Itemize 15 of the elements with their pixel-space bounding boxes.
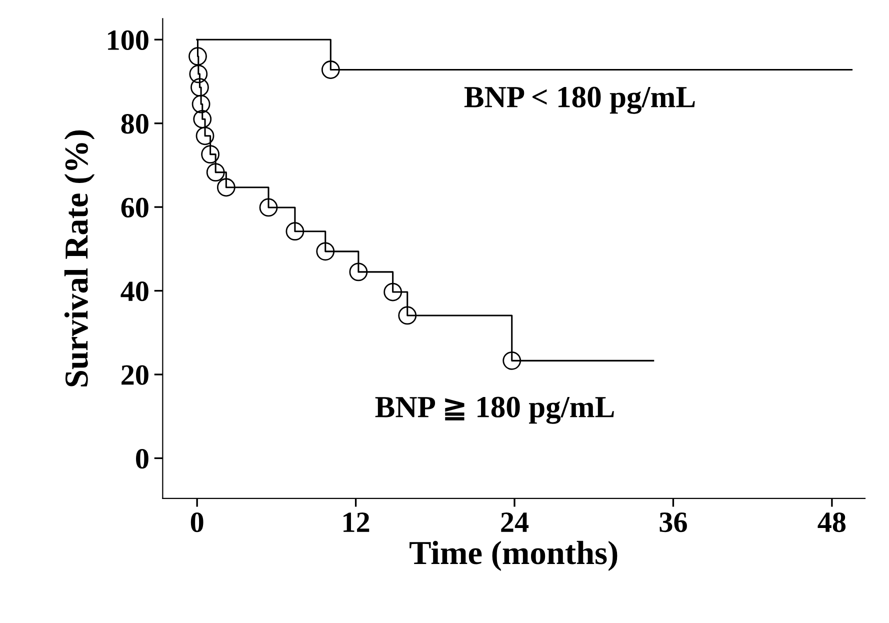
x-tick-label: 24 (501, 512, 529, 532)
x-tick-label: 12 (344, 512, 370, 532)
annotation: BNP < 180 pg/mL (464, 86, 695, 114)
y-axis-title: Survival Rate (%) (64, 130, 95, 386)
x-tick-label: 36 (660, 512, 687, 532)
x-tick-label: 0 (190, 512, 204, 532)
y-tick-label: 60 (121, 198, 148, 218)
x-axis-title: Time (months) (410, 540, 618, 572)
y-tick-label: 40 (120, 282, 148, 302)
y-tick-label: 80 (121, 114, 148, 134)
y-tick-label: 0 (136, 448, 148, 469)
y-tick-label: 100 (108, 30, 148, 50)
y-tick-label: 20 (122, 365, 148, 385)
annotation: BNP ≧ 180 pg/mL (375, 396, 614, 424)
x-tick-label: 48 (818, 512, 846, 532)
